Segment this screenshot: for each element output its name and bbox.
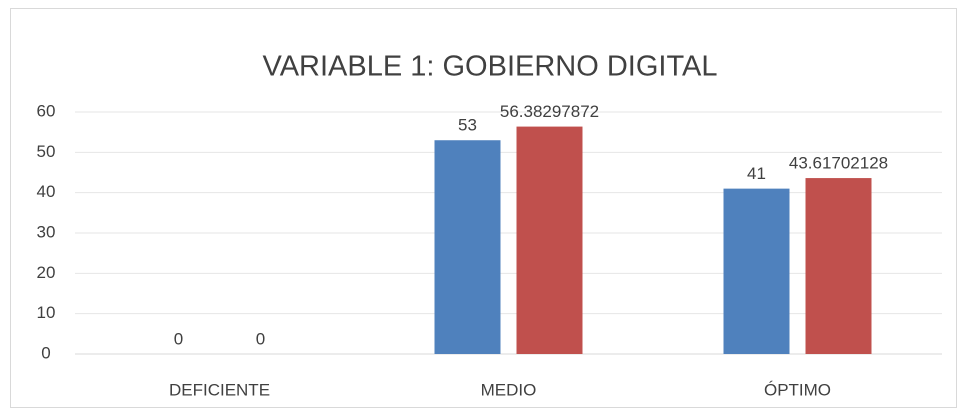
y-tick-label: 20 <box>37 263 56 282</box>
data-label: 53 <box>458 116 477 135</box>
data-label: 41 <box>747 164 766 183</box>
bar <box>723 188 790 354</box>
bar <box>516 126 583 354</box>
x-tick-label: ÓPTIMO <box>764 380 831 399</box>
y-tick-label: 0 <box>41 343 50 362</box>
y-tick-label: 10 <box>37 303 56 322</box>
y-tick-label: 40 <box>37 182 56 201</box>
y-tick-label: 60 <box>37 101 56 120</box>
data-label: 0 <box>174 329 183 348</box>
bar <box>805 178 872 354</box>
x-tick-label: DEFICIENTE <box>169 380 270 399</box>
data-label: 0 <box>256 329 265 348</box>
y-tick-label: 30 <box>37 222 56 241</box>
y-tick-label: 50 <box>37 142 56 161</box>
chart-title: VARIABLE 1: GOBIERNO DIGITAL <box>263 51 718 83</box>
x-tick-label: MEDIO <box>481 380 537 399</box>
data-label: 43.61702128 <box>789 154 888 173</box>
bar <box>434 140 501 354</box>
data-label: 56.38297872 <box>500 102 599 121</box>
